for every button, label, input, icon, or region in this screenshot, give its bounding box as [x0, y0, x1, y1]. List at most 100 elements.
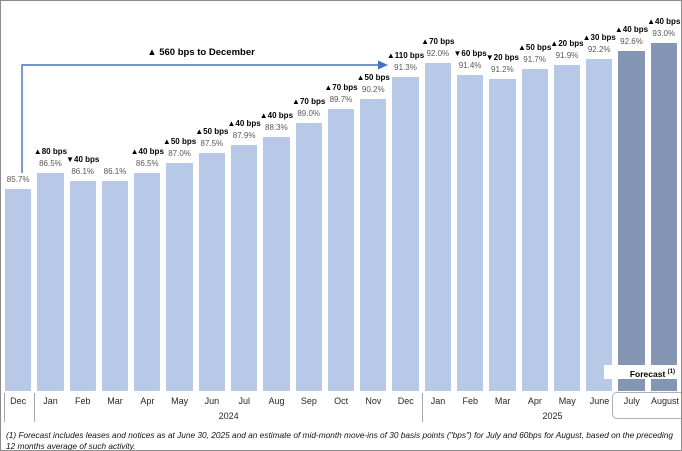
bar-change-label: ▲70 bps	[324, 82, 358, 92]
bar-cell-feb-2: 86.1% ▼40 bps	[66, 1, 99, 391]
bar-mar-3	[101, 181, 129, 391]
axis-year-label: 2024	[218, 411, 239, 421]
forecast-label: Forecast (1)	[604, 365, 680, 379]
bar-change-label: ▲50 bps	[162, 136, 197, 146]
bar-apr-16	[521, 69, 548, 391]
bar-change-label: ▲40 bps	[647, 16, 681, 26]
bar-dec-12	[392, 77, 419, 391]
bar-cell-apr-16: 91.7% ▲50 bps	[518, 1, 551, 391]
bar-cell-jan-13: 92.0% ▲70 bps	[421, 1, 454, 391]
bar-value-label: 93.0%	[652, 29, 676, 38]
axis-month-label: Oct	[334, 396, 349, 406]
axis-month-label: Sep	[300, 396, 317, 406]
bar-june-18	[586, 59, 613, 391]
axis-month-label: May	[558, 396, 576, 406]
axis-separator	[33, 393, 35, 422]
bar-cell-mar-3: 86.1%	[101, 1, 129, 391]
axis-month-label: Jul	[238, 396, 250, 406]
axis-month-label: Aug	[268, 396, 285, 406]
bar-apr-4	[134, 173, 161, 391]
bar-change-label: ▼60 bps	[453, 48, 487, 58]
bar-value-label: 89.7%	[329, 95, 353, 104]
bar-cell-dec-12: 91.3% ▲110 bps	[387, 1, 424, 391]
axis-months: Dec Jan Feb Mar Apr May Jun Jul Aug Sep Oct Nov Dec J…	[5, 392, 679, 410]
bar-value-label: 90.2%	[361, 85, 385, 94]
bar-change-label: ▼20 bps	[485, 52, 519, 62]
bar-cell-may-17: 91.9% ▲20 bps	[550, 1, 584, 391]
bar-value-label: 91.3%	[394, 63, 417, 72]
bar-value-label: 89.0%	[297, 109, 321, 118]
axis-separator	[4, 393, 5, 422]
axis-month-label: July	[623, 396, 640, 406]
bar-cell-may-5: 87.0% ▲50 bps	[163, 1, 196, 391]
bar-feb-2	[69, 181, 96, 391]
bar-value-label: 92.2%	[587, 45, 611, 54]
bar-value-label: 87.5%	[200, 139, 224, 148]
bar-value-label: 91.4%	[458, 61, 482, 70]
bar-cell-oct-10: 89.7% ▲70 bps	[324, 1, 358, 391]
forecast-label-text: Forecast	[629, 368, 668, 379]
footnote: (1) Forecast includes leases and notices…	[6, 430, 673, 451]
bar-feb-14	[456, 75, 484, 391]
bar-sep-9	[295, 123, 322, 391]
bar-change-label: ▲30 bps	[582, 32, 616, 42]
bar-cell-june-18: 92.2% ▲30 bps	[583, 1, 616, 391]
axis-month-label: Dec	[397, 396, 414, 406]
bar-may-5	[166, 163, 193, 391]
bar-change-label: ▲70 bps	[421, 36, 455, 46]
bars: 85.7% 86.5% ▲80 bps 86.1% ▼40 bps 86.1% 86.5% ▲…	[5, 1, 681, 391]
axis-month-label: Jan	[43, 396, 58, 406]
bar-jul-7	[230, 145, 258, 391]
axis-separator	[422, 393, 424, 422]
bar-value-label: 86.1%	[103, 167, 127, 176]
bar-value-label: 92.6%	[620, 37, 643, 46]
axis-month-label: Jan	[430, 396, 446, 406]
bar-nov-11	[360, 99, 387, 391]
axis-month-label: August	[650, 396, 679, 406]
bar-value-label: 91.7%	[523, 55, 546, 64]
bar-change-label: ▲40 bps	[227, 118, 261, 128]
bar-cell-nov-11: 90.2% ▲50 bps	[357, 1, 390, 391]
bar-change-label: ▼40 bps	[66, 154, 100, 164]
bar-value-label: 91.2%	[491, 65, 514, 74]
bar-mar-15	[489, 79, 516, 391]
bar-change-label: ▲40 bps	[130, 146, 164, 156]
bar-august-20	[650, 43, 677, 391]
axis-years: 2024 2025	[1, 409, 681, 423]
bar-change-label: ▲40 bps	[614, 24, 649, 34]
bar-change-label: ▲110 bps	[386, 50, 425, 60]
bar-jun-6	[198, 153, 225, 391]
axis-month-label: Apr	[527, 396, 542, 406]
bar-value-label: 85.7%	[6, 175, 30, 184]
axis-month-label: Jun	[204, 396, 220, 406]
bar-cell-apr-4: 86.5% ▲40 bps	[131, 1, 164, 391]
bar-cell-aug-8: 88.3% ▲40 bps	[260, 1, 293, 391]
axis-month-label: Nov	[365, 396, 382, 406]
bar-change-label: ▲40 bps	[259, 110, 294, 120]
bar-cell-mar-15: 91.2% ▼20 bps	[486, 1, 519, 391]
annotation-arrow	[21, 60, 388, 173]
bar-change-label: ▲50 bps	[518, 42, 552, 52]
axis-month-label: Mar	[494, 396, 511, 406]
axis-month-label: May	[171, 396, 189, 406]
bar-value-label: 86.5%	[39, 159, 62, 168]
bar-change-label: ▲70 bps	[292, 96, 326, 106]
bar-cell-jul-7: 87.9% ▲40 bps	[227, 1, 261, 391]
bar-value-label: 86.5%	[135, 159, 159, 168]
bar-cell-jun-6: 87.5% ▲50 bps	[195, 1, 228, 391]
axis-month-label: Dec	[10, 396, 27, 406]
axis-year-label: 2025	[542, 411, 563, 421]
axis-month-label: June	[589, 396, 610, 406]
bar-value-label: 86.1%	[71, 167, 95, 176]
bar-change-label: ▲80 bps	[33, 146, 68, 156]
bar-oct-10	[327, 109, 355, 391]
bar-change-label: ▲50 bps	[195, 126, 229, 136]
bar-aug-8	[263, 137, 290, 391]
bar-value-label: 87.0%	[168, 149, 191, 158]
bar-cell-dec-0: 85.7%	[5, 1, 32, 391]
bar-value-label: 91.9%	[555, 51, 579, 60]
bar-jan-1	[37, 173, 64, 391]
bar-cell-july-19: 92.6% ▲40 bps	[615, 1, 648, 391]
annotation-text: ▲ 560 bps to December	[147, 47, 255, 58]
bar-value-label: 92.0%	[426, 49, 450, 58]
